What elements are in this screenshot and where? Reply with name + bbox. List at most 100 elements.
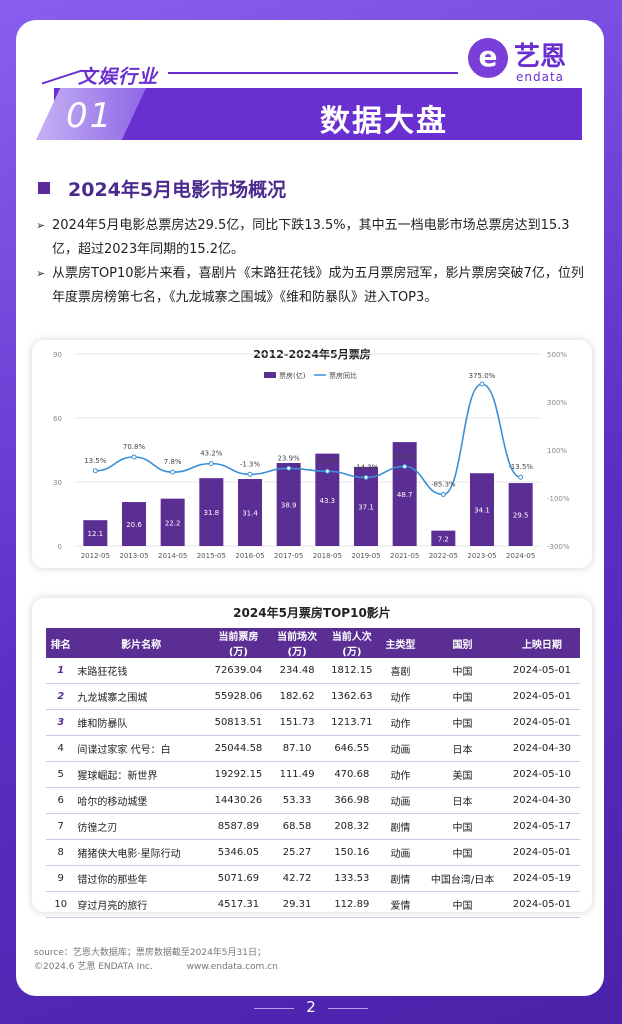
table-cell: 68.58 (270, 813, 325, 840)
yoy-series-line (95, 383, 521, 496)
table-header-cell: 当前人次 (万) (324, 628, 380, 658)
bullet-item: ➢ 2024年5月电影总票房达29.5亿，同比下跌13.5%，其中五一档电影市场… (36, 214, 586, 262)
table-cell: 19292.15 (206, 761, 271, 788)
yoy-value-label: 13.5% (84, 457, 107, 465)
yoy-value-label: 31.2% (394, 453, 417, 461)
bar (122, 502, 146, 546)
table-cell: 182.62 (270, 683, 325, 710)
table-cell: 1812.15 (324, 658, 380, 684)
table-cell: 366.98 (324, 787, 380, 814)
box-office-chart-panel: 2012-2024年5月票房 90 60 30 0 500% 300% 100% -100% -3… (32, 340, 592, 568)
yoy-point (324, 468, 330, 474)
top10-table-panel: 2024年5月票房TOP10影片 排名 影片名称 当前票房 (万) 当前场次 (万) 当前人… (32, 598, 592, 918)
table-cell: 喜剧 (379, 658, 422, 684)
yoy-point (92, 468, 98, 474)
yoy-point (208, 461, 214, 467)
film-name-cell: 维和防暴队 (75, 709, 207, 736)
x-axis-tick-label: 2015-05 (197, 552, 226, 560)
logo-e-icon: e (468, 38, 508, 78)
legend-bar-label: 票房(亿) (279, 371, 306, 380)
table-cell: 87.10 (270, 735, 325, 762)
logo-chinese-text: 艺恩 (514, 42, 567, 72)
table-cell: 中国 (421, 658, 504, 684)
bar (392, 442, 417, 546)
yoy-point (286, 465, 292, 471)
table-cell: 25044.58 (206, 735, 271, 762)
table-row: 10 穿过月亮的旅行 4517.31 29.31 112.89 爱情 中国 2024-05-0… (46, 891, 580, 918)
film-name-cell: 间谍过家家 代号：白 (75, 735, 207, 762)
table-cell: 29.31 (270, 891, 325, 918)
copyright-text: ©2024.6 艺恩 ENDATA Inc. (34, 962, 153, 972)
subheading-square-icon (38, 182, 50, 194)
table-header-cell: 当前场次 (万) (270, 628, 325, 658)
rank-cell: 1 (46, 658, 76, 684)
endata-logo: e 艺恩 endata (468, 36, 588, 86)
table-cell: 爱情 (379, 891, 422, 918)
x-axis-tick-label: 2017-05 (274, 552, 303, 560)
x-axis-tick-label: 2012-05 (81, 552, 110, 560)
bar-value-label: 38.9 (281, 502, 297, 510)
right-axis-tick-label: 300% (547, 399, 567, 407)
table-cell: 4517.31 (206, 891, 271, 918)
yoy-value-label: 11.3% (316, 457, 339, 465)
yoy-point (440, 491, 446, 497)
yoy-value-label: 23.9% (278, 454, 301, 462)
rank-cell: 9 (46, 865, 76, 892)
table-row: 1 末路狂花钱 72639.04 234.48 1812.15 喜剧 中国 2024-05-0… (46, 658, 580, 684)
bar-value-label: 12.1 (88, 530, 104, 538)
arrow-bullet-icon: ➢ (36, 267, 46, 280)
box-office-chart: 2012-2024年5月票房9060300500%300%100%-100%-3… (53, 347, 570, 560)
table-cell: 133.53 (324, 865, 380, 892)
left-axis-tick-label: 90 (53, 351, 62, 359)
rank-cell: 10 (46, 891, 76, 918)
bar-value-label: 7.2 (438, 535, 449, 543)
table-cell: 2024-05-01 (503, 891, 580, 918)
table-cell: 5346.05 (206, 839, 271, 866)
table-cell: 2024-05-01 (503, 658, 580, 684)
table-row: 4 间谍过家家 代号：白 25044.58 87.10 646.55 动画 日本 2024-0… (46, 735, 580, 762)
website-text: www.endata.com.cn (186, 962, 278, 972)
left-axis-tick-label: 60 (53, 415, 62, 423)
bar (508, 483, 533, 546)
table-header-cell: 影片名称 (75, 628, 207, 658)
yoy-point (479, 381, 485, 387)
yoy-point (170, 469, 176, 475)
bar-value-label: 20.6 (126, 521, 142, 529)
table-title: 2024年5月票房TOP10影片 (233, 606, 391, 620)
rank-cell: 2 (46, 683, 76, 710)
arrow-bullet-icon: ➢ (36, 219, 46, 232)
table-cell: 美国 (421, 761, 504, 788)
table-body: 1 末路狂花钱 72639.04 234.48 1812.15 喜剧 中国 2024-05-0… (46, 658, 580, 918)
bar (470, 473, 494, 546)
section-number: 01 (66, 96, 114, 136)
yoy-value-label: -1.3% (240, 460, 261, 468)
legend-line-label: 票房同比 (329, 371, 357, 380)
yoy-value-label: -13.5% (508, 463, 533, 471)
film-name-cell: 末路狂花钱 (75, 658, 207, 684)
left-axis-tick-label: 0 (58, 543, 62, 551)
rank-cell: 7 (46, 813, 76, 840)
x-axis-tick-label: 2018-05 (313, 552, 342, 560)
x-axis-tick-label: 2016-05 (235, 552, 264, 560)
table-cell: 2024-04-30 (503, 735, 580, 762)
table-header-cell: 国别 (421, 628, 504, 658)
table-cell: 日本 (421, 735, 504, 762)
table-row: 8 猪猪侠大电影·星际行动 5346.05 25.27 150.16 动画 中国 2024-0… (46, 839, 580, 866)
table-header-row: 排名 影片名称 当前票房 (万) 当前场次 (万) 当前人次 (万) 主类型 国别 上映日期 (46, 628, 580, 658)
right-axis-tick-label: -100% (547, 495, 570, 503)
table-cell: 2024-05-01 (503, 683, 580, 710)
table-cell: 2024-05-19 (503, 865, 580, 892)
x-axis-tick-label: 2023-05 (467, 552, 496, 560)
bar-value-label: 31.4 (242, 510, 258, 518)
rank-cell: 4 (46, 735, 76, 762)
right-axis-tick-label: -300% (547, 543, 570, 551)
bar-value-label: 29.5 (513, 512, 529, 520)
yoy-point (402, 464, 408, 470)
table-cell: 5071.69 (206, 865, 271, 892)
x-axis-tick-label: 2014-05 (158, 552, 187, 560)
yoy-point (518, 474, 524, 480)
table-row: 2 九龙城寨之围城 55928.06 182.62 1362.63 动作 中国 2024-05… (46, 683, 580, 710)
page-title: 数据大盘 (320, 104, 448, 139)
rank-cell: 3 (46, 709, 76, 736)
